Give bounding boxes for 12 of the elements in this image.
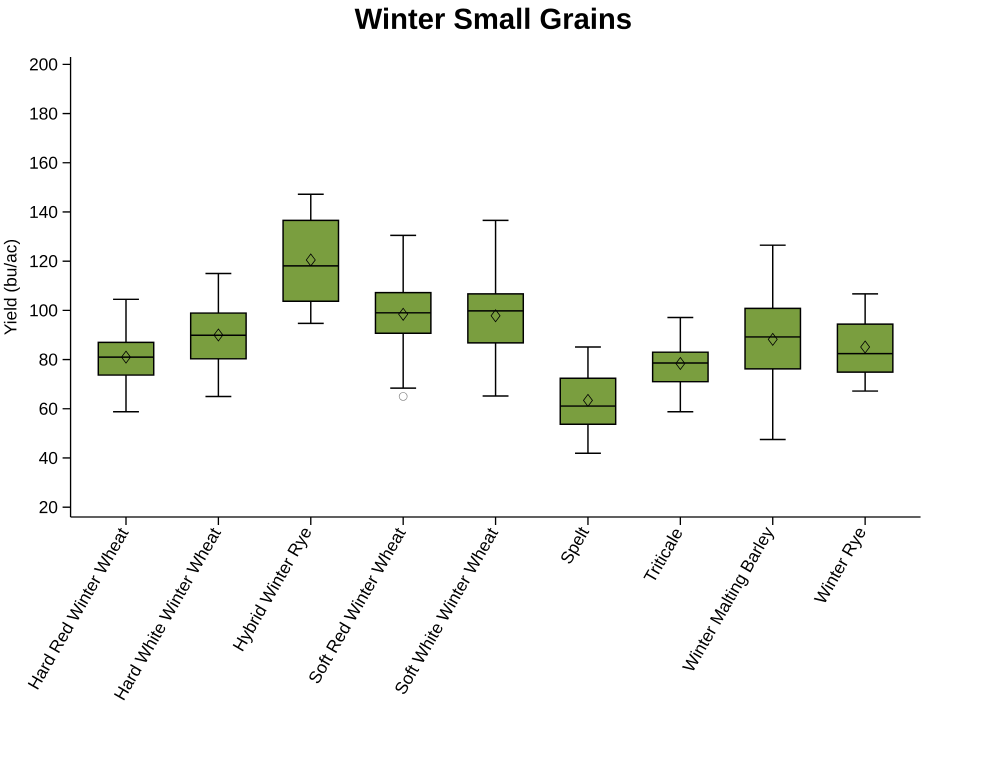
y-tick-label: 40 bbox=[39, 452, 58, 464]
y-tick-label: 140 bbox=[30, 206, 58, 218]
y-tick-label: 100 bbox=[30, 304, 58, 316]
y-tick-label: 80 bbox=[39, 353, 58, 366]
y-tick-label: 120 bbox=[30, 255, 58, 268]
y-tick-label: 160 bbox=[30, 156, 58, 169]
y-tick-label: 60 bbox=[40, 402, 58, 415]
y-tick-label: 180 bbox=[30, 107, 58, 120]
y-axis-title: Yield (bu/ac) bbox=[4, 240, 20, 335]
y-tick-label: 200 bbox=[30, 58, 58, 70]
y-tick-label: 20 bbox=[40, 501, 58, 514]
chart-title: Winter Small Grains bbox=[354, 8, 631, 30]
